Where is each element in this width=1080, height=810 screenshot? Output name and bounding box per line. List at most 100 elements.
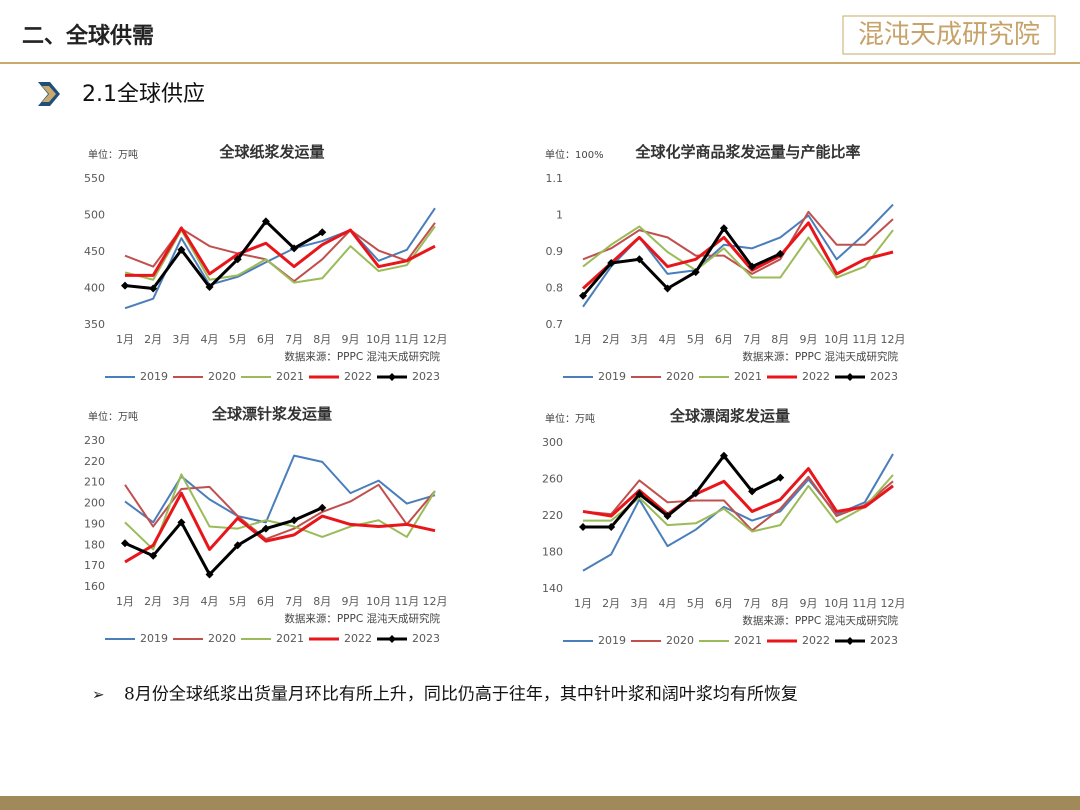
x-tick-label: 12月: [423, 595, 448, 608]
x-tick-label: 2月: [144, 333, 162, 346]
series-line: [124, 491, 436, 564]
point-marker: [663, 284, 672, 293]
x-tick-label: 6月: [715, 333, 733, 346]
y-tick-label: 230: [84, 434, 105, 447]
source-note: 数据来源：PPPC 混沌天成研究院: [742, 614, 898, 627]
x-tick-label: 12月: [423, 333, 448, 346]
legend-label: 2022: [344, 370, 372, 383]
unit-label: 单位：100%: [545, 148, 604, 161]
x-tick-label: 4月: [659, 597, 677, 610]
point-marker: [607, 258, 616, 267]
y-tick-label: 180: [542, 546, 563, 559]
legend-label: 2021: [276, 632, 304, 645]
x-tick-label: 1月: [116, 333, 134, 346]
logo-frame: [842, 15, 1056, 55]
y-tick-label: 200: [84, 497, 105, 510]
y-tick-label: 220: [84, 455, 105, 468]
point-marker: [290, 516, 299, 525]
x-tick-label: 8月: [771, 597, 789, 610]
y-tick-label: 500: [84, 209, 105, 222]
series-line: [124, 222, 436, 283]
point-marker: [579, 522, 587, 531]
series-line: [125, 226, 436, 277]
series-line: [582, 210, 894, 275]
chart-title: 全球纸浆发运量: [218, 143, 324, 161]
series-line: [581, 221, 894, 290]
y-tick-label: 300: [542, 436, 563, 449]
point-marker: [261, 524, 270, 533]
series-line: [124, 506, 323, 576]
point-marker: [691, 268, 700, 277]
legend-label: 2021: [276, 370, 304, 383]
chart-title: 全球漂针浆发运量: [211, 405, 332, 423]
x-tick-label: 7月: [285, 595, 303, 608]
y-tick-label: 140: [542, 582, 563, 595]
x-tick-label: 10月: [824, 597, 849, 610]
series-line: [582, 453, 894, 572]
point-marker: [261, 217, 270, 226]
point-marker: [121, 281, 129, 290]
legend-label: 2023: [870, 370, 898, 383]
unit-label: 单位：万吨: [88, 410, 138, 423]
y-tick-label: 1: [556, 209, 563, 222]
x-tick-label: 8月: [771, 333, 789, 346]
source-note: 数据来源：PPPC 混沌天成研究院: [742, 350, 898, 363]
point-marker: [719, 224, 728, 233]
x-tick-label: 8月: [313, 595, 331, 608]
x-tick-label: 5月: [229, 333, 247, 346]
legend-label: 2020: [666, 370, 694, 383]
footer-band: [0, 796, 1080, 810]
x-tick-label: 8月: [313, 333, 331, 346]
legend-label: 2019: [598, 634, 626, 647]
y-tick-label: 170: [84, 559, 105, 572]
legend-marker: [846, 637, 854, 645]
legend-marker: [388, 373, 396, 381]
series-line: [124, 483, 436, 541]
y-tick-label: 1.1: [546, 172, 564, 185]
x-tick-label: 9月: [341, 333, 359, 346]
point-marker: [318, 503, 327, 512]
y-tick-label: 220: [542, 509, 563, 522]
point-marker: [233, 255, 242, 264]
x-tick-label: 2月: [602, 333, 620, 346]
x-tick-label: 6月: [257, 333, 275, 346]
series-line: [583, 474, 894, 533]
chart-title: 全球化学商品浆发运量与产能比率: [634, 143, 860, 161]
bullet-text: 8月份全球纸浆出货量月环比有所上升，同比仍高于往年，其中针叶浆和阔叶浆均有所恢复: [124, 685, 798, 705]
point-marker: [748, 262, 757, 271]
legend-label: 2023: [870, 634, 898, 647]
point-marker: [579, 291, 587, 300]
series-line: [582, 475, 894, 532]
x-tick-label: 9月: [341, 595, 359, 608]
x-tick-label: 3月: [172, 595, 190, 608]
point-marker: [776, 473, 785, 482]
x-tick-label: 3月: [630, 597, 648, 610]
x-tick-label: 11月: [852, 333, 877, 346]
chart-title: 全球漂阔浆发运量: [669, 407, 790, 425]
x-tick-label: 5月: [687, 597, 705, 610]
point-marker: [663, 512, 672, 520]
point-marker: [776, 249, 785, 258]
x-tick-label: 7月: [743, 333, 761, 346]
legend-label: 2020: [666, 634, 694, 647]
x-tick-label: 3月: [630, 333, 648, 346]
legend-label: 2019: [140, 632, 168, 645]
point-marker: [149, 551, 158, 560]
section-title: 2.1全球供应: [82, 82, 205, 107]
point-marker: [177, 245, 186, 254]
x-tick-label: 1月: [574, 333, 592, 346]
legend-label: 2020: [208, 632, 236, 645]
y-tick-label: 160: [84, 580, 105, 593]
point-marker: [748, 487, 757, 496]
series-line: [582, 467, 894, 518]
point-marker: [635, 490, 644, 499]
x-tick-label: 6月: [715, 597, 733, 610]
x-tick-label: 6月: [257, 595, 275, 608]
x-tick-label: 9月: [799, 333, 817, 346]
x-tick-label: 11月: [394, 595, 419, 608]
legend-label: 2021: [734, 634, 762, 647]
legend-label: 2023: [412, 632, 440, 645]
x-tick-label: 7月: [285, 333, 303, 346]
series-line: [583, 454, 781, 529]
